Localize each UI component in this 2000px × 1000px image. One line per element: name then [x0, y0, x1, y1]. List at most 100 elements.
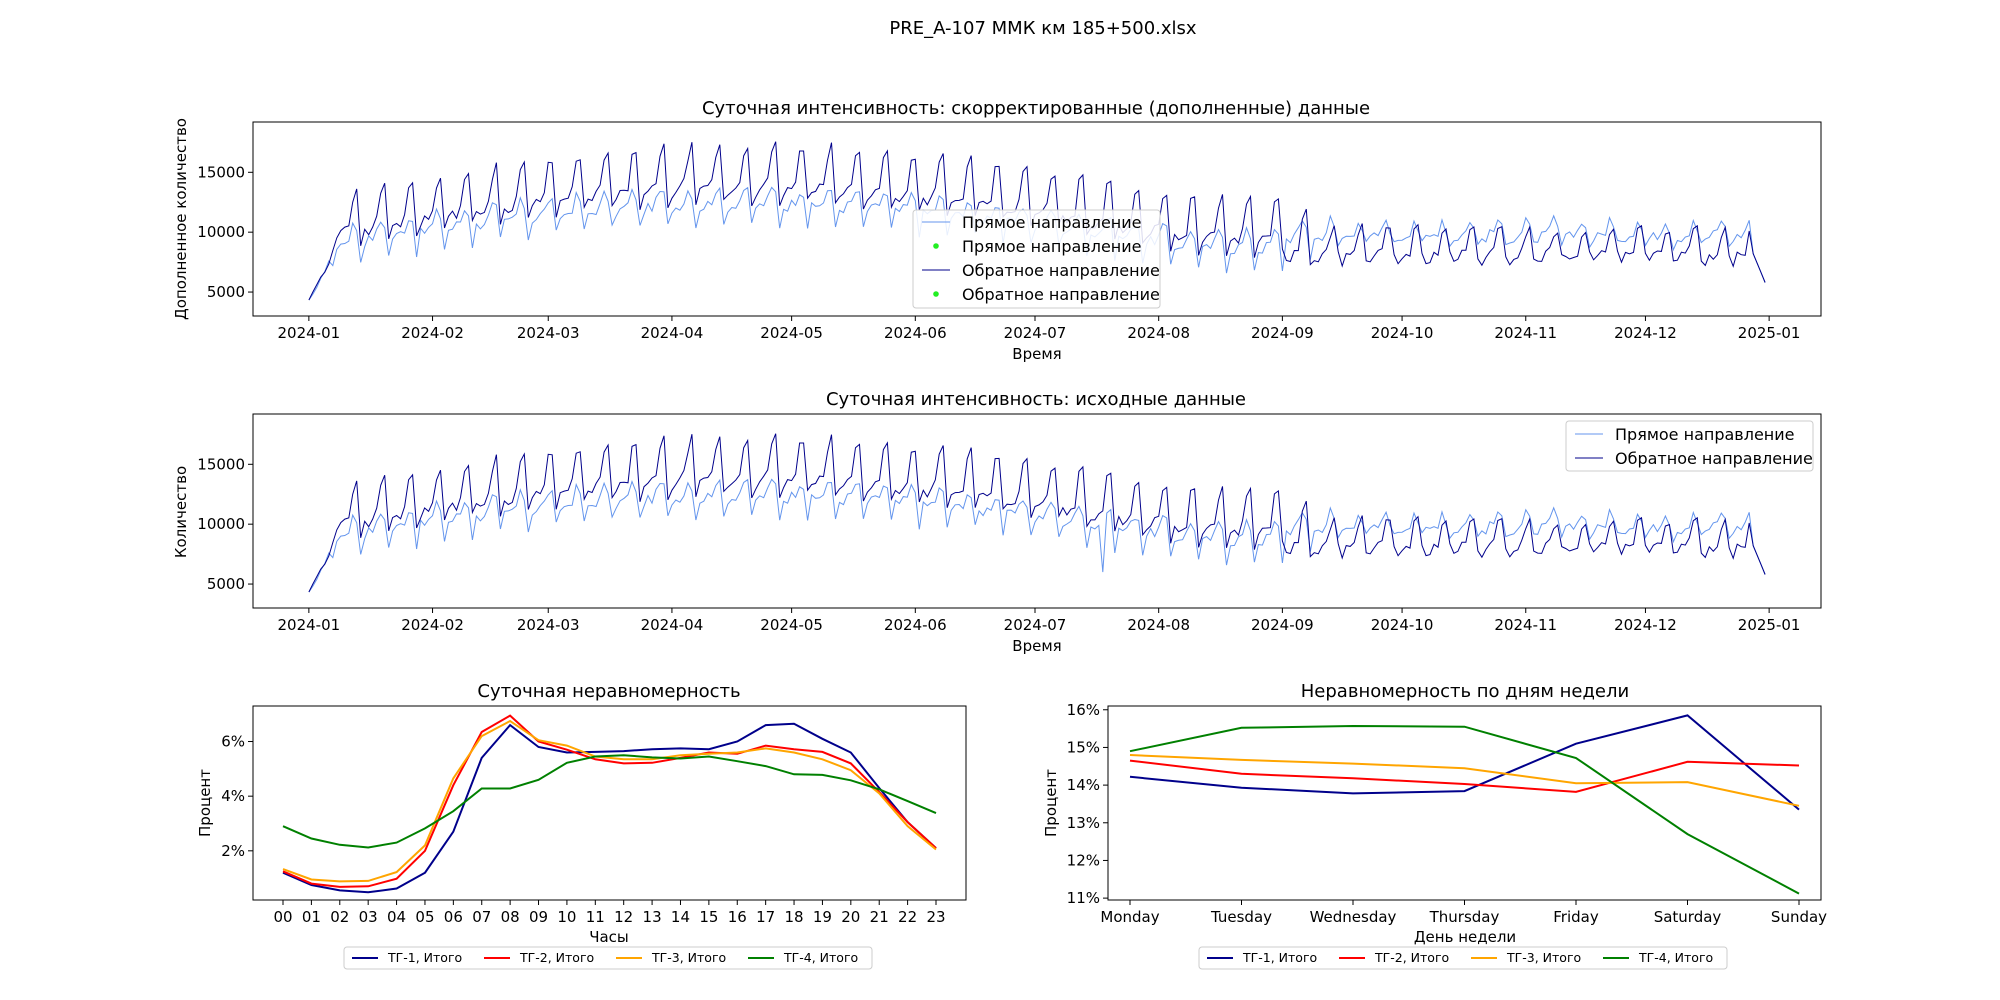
x-tick-label: 2024-08	[1127, 616, 1190, 634]
x-tick-label: 2024-01	[278, 324, 341, 342]
legend-entry: ТГ-4, Итого	[783, 950, 858, 965]
x-tick-label: 2024-04	[641, 616, 704, 634]
legend-entry: ТГ-2, Итого	[1374, 950, 1449, 965]
chart-hourly-title: Суточная неравномерность	[477, 681, 740, 702]
x-tick-label: 19	[813, 908, 832, 926]
x-tick-label: 10	[557, 908, 576, 926]
x-tick-label: 07	[472, 908, 491, 926]
series-line-tg3	[1129, 754, 1800, 807]
y-tick-label: 10000	[197, 223, 245, 241]
chart-raw-xlabel: Время	[1012, 637, 1061, 655]
legend-frame	[912, 209, 1161, 309]
x-tick-label: 03	[359, 908, 378, 926]
x-tick-label: 15	[699, 908, 718, 926]
chart-weekday-xlabel: День недели	[1414, 928, 1516, 946]
series-line-tg1	[282, 722, 937, 894]
series-line-tg2	[282, 714, 937, 888]
y-tick-label: 2%	[221, 842, 245, 860]
x-tick-label: 16	[728, 908, 747, 926]
raw-forward-line	[308, 478, 1766, 593]
x-tick-label: 12	[614, 908, 633, 926]
x-tick-label: 02	[330, 908, 349, 926]
x-tick-label: 08	[501, 908, 520, 926]
y-tick-label: 4%	[221, 787, 245, 805]
x-tick-label: 04	[387, 908, 406, 926]
y-tick-label: 14%	[1067, 776, 1100, 794]
x-tick-label: Tuesday	[1210, 908, 1272, 926]
raw-backward-line	[308, 433, 1766, 593]
legend-entry: ТГ-3, Итого	[651, 950, 726, 965]
chart-hourly-axes	[252, 705, 967, 901]
legend-entry: ТГ-1, Итого	[1242, 950, 1317, 965]
x-tick-label: 2024-01	[278, 616, 341, 634]
legend-frame	[1198, 946, 1728, 970]
x-tick-label: 2024-10	[1371, 324, 1434, 342]
legend-entry: ТГ-2, Итого	[519, 950, 594, 965]
chart-corrected-title: Суточная интенсивность: скорректированны…	[702, 98, 1370, 119]
chart-corrected-axes	[252, 121, 1822, 317]
y-tick-label: 15000	[197, 163, 245, 181]
legend-frame	[343, 946, 873, 970]
chart-weekday-title: Неравномерность по дням недели	[1301, 681, 1629, 702]
chart-corrected-ylabel: Дополненное количество	[172, 118, 190, 320]
x-tick-label: 2024-11	[1494, 616, 1557, 634]
legend-entry-forward-marker: Прямое направление	[962, 237, 1142, 256]
y-tick-label: 10000	[197, 515, 245, 533]
legend-entry: ТГ-4, Итого	[1638, 950, 1713, 965]
x-tick-label: 2024-03	[517, 616, 580, 634]
x-tick-label: 2024-07	[1004, 324, 1067, 342]
y-tick-label: 5000	[207, 283, 245, 301]
legend-entry: ТГ-1, Итого	[387, 950, 462, 965]
x-tick-label: 05	[415, 908, 434, 926]
series-line-tg4	[1129, 724, 1800, 895]
x-tick-label: 18	[784, 908, 803, 926]
chart-weekday-legend: ТГ-1, Итого ТГ-2, Итого ТГ-3, Итого ТГ-4, И…	[1198, 946, 1728, 970]
x-tick-label: 22	[898, 908, 917, 926]
x-tick-label: 17	[756, 908, 775, 926]
y-tick-label: 13%	[1067, 814, 1100, 832]
x-tick-label: 2025-01	[1738, 616, 1801, 634]
chart-weekday-axes	[1107, 705, 1822, 901]
legend-swatch-forward-marker	[933, 243, 939, 249]
chart-hourly-legend: ТГ-1, Итого ТГ-2, Итого ТГ-3, Итого ТГ-4, И…	[343, 946, 873, 970]
legend-frame	[1565, 420, 1814, 472]
x-tick-label: 2024-05	[760, 324, 823, 342]
x-tick-label: 2024-08	[1127, 324, 1190, 342]
figure-title: PRE_A-107 ММК км 185+500.xlsx	[889, 18, 1197, 39]
x-tick-label: Friday	[1553, 908, 1599, 926]
x-tick-label: Saturday	[1654, 908, 1722, 926]
legend-entry-backward: Обратное направление	[1615, 449, 1813, 468]
chart-hourly-ylabel: Процент	[196, 769, 214, 837]
legend-entry-backward-marker: Обратное направление	[962, 285, 1160, 304]
x-tick-label: Sunday	[1771, 908, 1827, 926]
chart-raw-legend: Прямое направление Обратное направление	[1565, 420, 1814, 472]
x-tick-label: 2024-12	[1614, 324, 1677, 342]
chart-hourly-profile: Суточная неравномерность 00 01 02 03 04 05 06 0…	[196, 681, 967, 970]
x-tick-label: 2024-03	[517, 324, 580, 342]
x-tick-label: 14	[671, 908, 690, 926]
y-tick-label: 12%	[1067, 851, 1100, 869]
x-tick-label: 20	[841, 908, 860, 926]
x-tick-label: 06	[444, 908, 463, 926]
x-tick-label: 2024-12	[1614, 616, 1677, 634]
chart-corrected-legend: Прямое направление Прямое направление Об…	[912, 209, 1161, 309]
x-tick-label: 2024-11	[1494, 324, 1557, 342]
x-tick-label: 2025-01	[1738, 324, 1801, 342]
legend-entry-forward: Прямое направление	[1615, 425, 1795, 444]
x-tick-label: 2024-04	[641, 324, 704, 342]
chart-hourly-xlabel: Часы	[589, 928, 629, 946]
series-line-tg4	[282, 754, 937, 849]
x-tick-label: 13	[643, 908, 662, 926]
y-tick-label: 15%	[1067, 738, 1100, 756]
series-line-tg2	[1129, 759, 1800, 793]
x-tick-label: 23	[926, 908, 945, 926]
x-tick-label: 2024-06	[884, 324, 947, 342]
x-tick-label: Monday	[1100, 908, 1159, 926]
chart-raw-title: Суточная интенсивность: исходные данные	[826, 389, 1246, 410]
chart-corrected-daily: Суточная интенсивность: скорректированны…	[172, 98, 1822, 363]
legend-entry-backward-line: Обратное направление	[962, 261, 1160, 280]
x-tick-label: 2024-09	[1251, 616, 1314, 634]
chart-raw-axes	[252, 413, 1822, 609]
chart-raw-ylabel: Количество	[172, 466, 190, 558]
